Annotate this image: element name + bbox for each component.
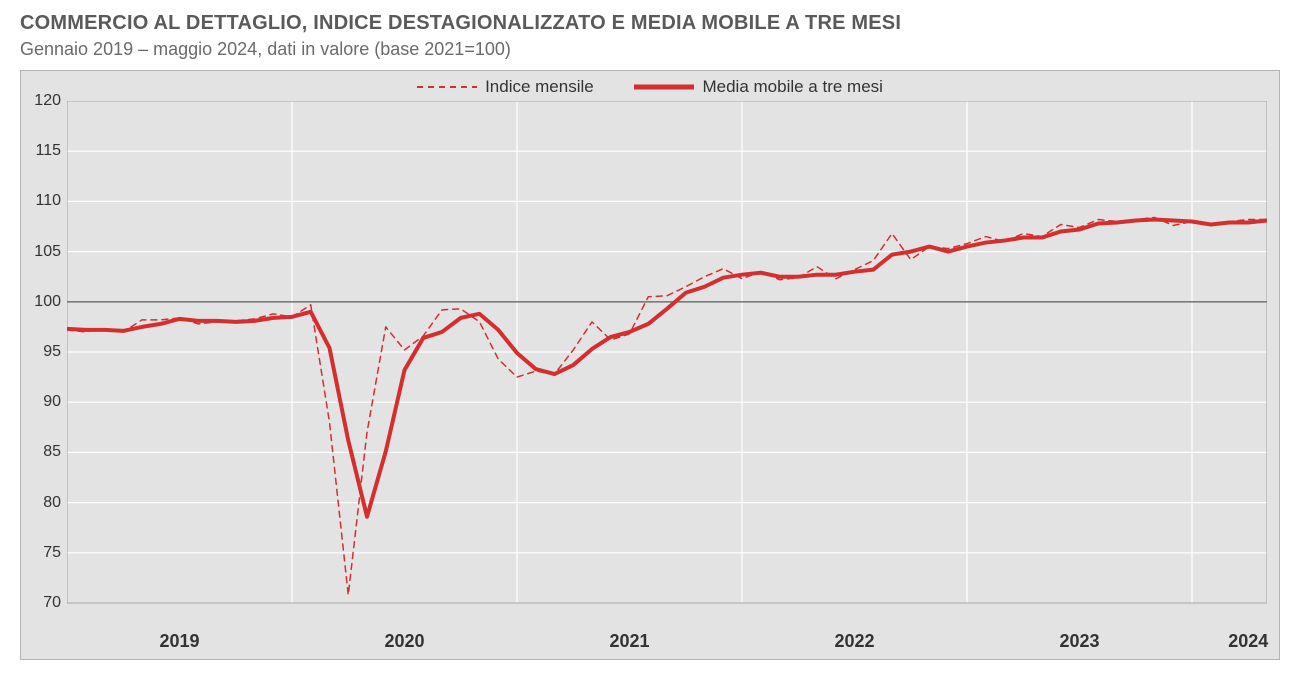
chart-subtitle: Gennaio 2019 – maggio 2024, dati in valo… bbox=[20, 39, 1280, 60]
y-tick-label: 85 bbox=[43, 443, 61, 461]
y-tick-label: 90 bbox=[43, 393, 61, 411]
y-tick-label: 80 bbox=[43, 494, 61, 512]
x-tick-label: 2021 bbox=[609, 631, 649, 652]
y-tick-label: 95 bbox=[43, 343, 61, 361]
y-tick-label: 110 bbox=[35, 192, 61, 210]
legend-item-dashed: Indice mensile bbox=[417, 77, 594, 97]
y-tick-label: 105 bbox=[34, 243, 61, 261]
x-tick-label: 2024 bbox=[1228, 631, 1268, 652]
chart-container: COMMERCIO AL DETTAGLIO, INDICE DESTAGION… bbox=[0, 0, 1300, 675]
legend: Indice mensile Media mobile a tre mesi bbox=[21, 77, 1279, 102]
legend-label: Indice mensile bbox=[485, 77, 594, 97]
plot-svg bbox=[67, 101, 1267, 631]
y-tick-label: 115 bbox=[35, 142, 61, 160]
y-tick-label: 120 bbox=[34, 92, 61, 110]
y-tick-label: 100 bbox=[34, 293, 61, 311]
x-tick-label: 2023 bbox=[1059, 631, 1099, 652]
y-tick-label: 75 bbox=[43, 544, 61, 562]
legend-swatch-dashed-icon bbox=[417, 77, 477, 97]
chart-area: Indice mensile Media mobile a tre mesi 7… bbox=[20, 70, 1280, 660]
x-axis: 2019 2020 2021 2022 2023 2024 bbox=[67, 631, 1267, 655]
legend-swatch-solid-icon bbox=[634, 77, 694, 97]
x-tick-label: 2020 bbox=[384, 631, 424, 652]
chart-title: COMMERCIO AL DETTAGLIO, INDICE DESTAGION… bbox=[20, 12, 1280, 35]
x-tick-label: 2022 bbox=[834, 631, 874, 652]
y-tick-label: 70 bbox=[43, 594, 61, 612]
y-axis: 707580859095100105110115120 bbox=[21, 101, 65, 631]
legend-item-solid: Media mobile a tre mesi bbox=[634, 77, 882, 97]
x-tick-label: 2019 bbox=[159, 631, 199, 652]
legend-label: Media mobile a tre mesi bbox=[702, 77, 882, 97]
